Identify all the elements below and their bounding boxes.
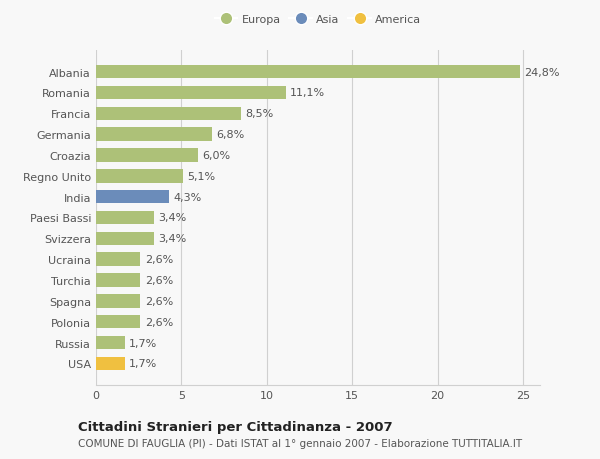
Text: 24,8%: 24,8% <box>524 67 559 78</box>
Text: 3,4%: 3,4% <box>158 213 187 223</box>
Text: 4,3%: 4,3% <box>174 192 202 202</box>
Bar <box>96 274 140 287</box>
Text: 2,6%: 2,6% <box>145 255 173 264</box>
Bar <box>96 211 154 225</box>
Bar <box>96 232 154 246</box>
Legend: Europa, Asia, America: Europa, Asia, America <box>212 12 424 27</box>
Text: COMUNE DI FAUGLIA (PI) - Dati ISTAT al 1° gennaio 2007 - Elaborazione TUTTITALIA: COMUNE DI FAUGLIA (PI) - Dati ISTAT al 1… <box>78 438 522 448</box>
Text: 3,4%: 3,4% <box>158 234 187 244</box>
Text: 2,6%: 2,6% <box>145 317 173 327</box>
Bar <box>96 357 125 370</box>
Bar <box>96 336 125 350</box>
Bar <box>96 294 140 308</box>
Text: 8,5%: 8,5% <box>245 109 274 119</box>
Text: 5,1%: 5,1% <box>187 172 215 181</box>
Text: 2,6%: 2,6% <box>145 296 173 306</box>
Bar <box>96 66 520 79</box>
Bar <box>96 315 140 329</box>
Text: Cittadini Stranieri per Cittadinanza - 2007: Cittadini Stranieri per Cittadinanza - 2… <box>78 420 392 433</box>
Text: 1,7%: 1,7% <box>130 338 158 348</box>
Text: 1,7%: 1,7% <box>130 358 158 369</box>
Text: 2,6%: 2,6% <box>145 275 173 285</box>
Bar <box>96 253 140 266</box>
Bar <box>96 149 199 162</box>
Text: 6,8%: 6,8% <box>217 130 245 140</box>
Text: 11,1%: 11,1% <box>290 88 325 98</box>
Bar <box>96 128 212 142</box>
Bar <box>96 107 241 121</box>
Bar <box>96 170 183 183</box>
Bar <box>96 86 286 100</box>
Bar <box>96 190 169 204</box>
Text: 6,0%: 6,0% <box>203 151 231 161</box>
